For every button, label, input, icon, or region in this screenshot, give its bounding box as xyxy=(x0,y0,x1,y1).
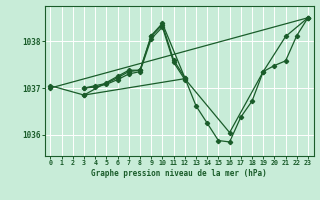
X-axis label: Graphe pression niveau de la mer (hPa): Graphe pression niveau de la mer (hPa) xyxy=(91,169,267,178)
